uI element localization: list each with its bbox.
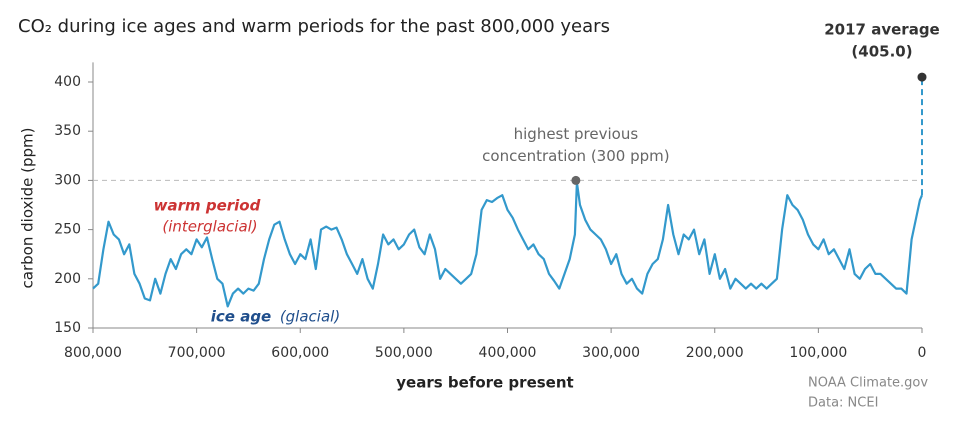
annotation-label: 2017 average [824, 21, 939, 39]
x-tick-label: 0 [918, 345, 927, 361]
x-tick-label: 800,000 [64, 345, 122, 361]
credit: NOAA Climate.gov [808, 376, 928, 391]
y-tick-label: 200 [54, 271, 81, 287]
x-tick-label: 100,000 [789, 345, 847, 361]
annotation-point [917, 72, 927, 82]
x-axis-label: years before present [396, 374, 573, 392]
annotation-label: concentration (300 ppm) [482, 147, 669, 165]
y-tick-label: 250 [54, 222, 81, 238]
chart-title: CO₂ during ice ages and warm periods for… [18, 16, 610, 37]
x-tick-label: 700,000 [168, 345, 226, 361]
x-tick-label: 600,000 [271, 345, 329, 361]
annotation-label: highest previous [514, 125, 639, 143]
warm-period-sublabel: (interglacial) [162, 218, 257, 236]
ice-age-label: ice age [211, 308, 271, 326]
y-axis-label: carbon dioxide (ppm) [19, 128, 37, 289]
y-tick-label: 350 [54, 123, 81, 139]
y-tick-label: 400 [54, 74, 81, 90]
ice-age-sublabel: (glacial) [280, 308, 340, 326]
co2-line [92, 181, 924, 308]
x-tick-label: 500,000 [375, 345, 433, 361]
credit: Data: NCEI [808, 396, 878, 411]
x-tick-label: 400,000 [479, 345, 537, 361]
warm-period-label: warm period [154, 197, 261, 215]
x-tick-label: 300,000 [582, 345, 640, 361]
y-tick-label: 150 [54, 320, 81, 336]
annotation-label: (405.0) [851, 43, 912, 61]
x-tick-label: 200,000 [686, 345, 744, 361]
annotation-point [571, 175, 581, 185]
y-tick-label: 300 [54, 172, 81, 188]
